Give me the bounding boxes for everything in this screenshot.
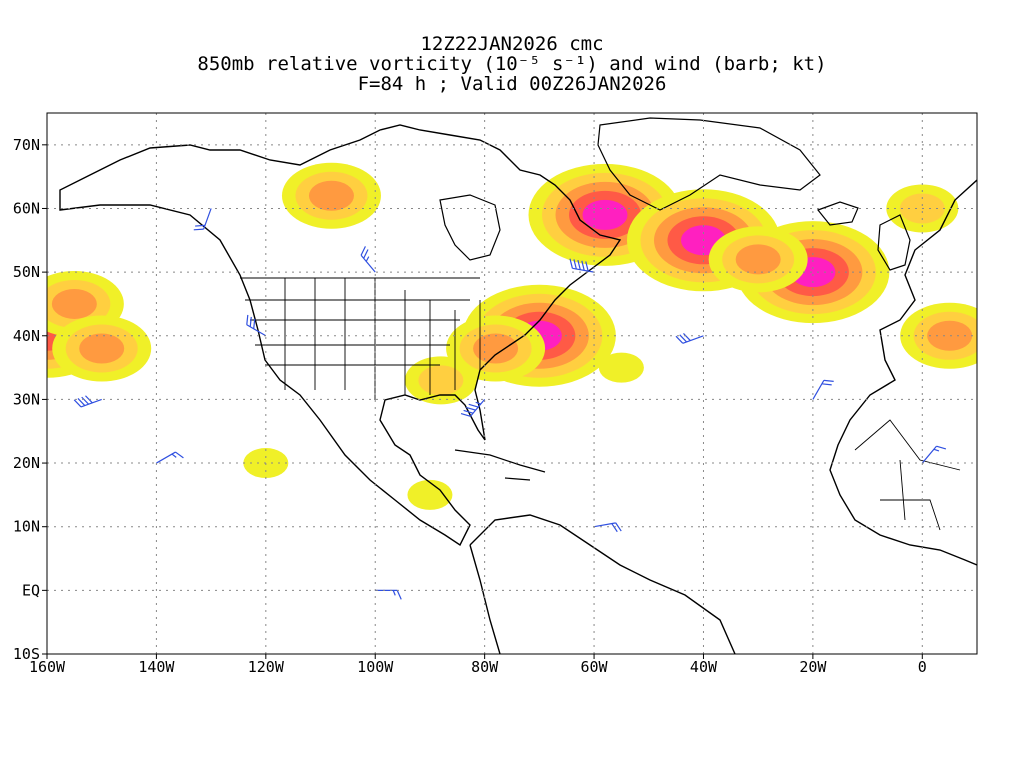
lat-tick-label-3: 40N (13, 327, 40, 345)
vorticity-contour-7-5 (582, 199, 628, 230)
lon-tick-label-0: 160W (29, 658, 66, 676)
wind-barb-3 (360, 246, 376, 273)
vorticity-contour-5-3 (473, 333, 519, 364)
wind-barb-7 (812, 379, 834, 400)
title-line-3: F=84 h ; Valid 00Z26JAN2026 (357, 73, 667, 95)
title-line-1: 12Z22JAN2026 cmc (420, 33, 604, 55)
wind-barb-0 (73, 395, 102, 408)
coastline-layer (59, 117, 977, 654)
iceland-coastline (817, 201, 859, 226)
wind-barb-10 (193, 208, 212, 231)
hudson-bay-coastline (439, 194, 501, 261)
plot-area (47, 113, 977, 654)
lon-tick-label-1: 140W (138, 658, 175, 676)
vorticity-contour-15-1 (407, 479, 453, 510)
lon-tick-label-8: 0 (918, 658, 927, 676)
vorticity-contour-3-3 (308, 180, 354, 211)
lat-tick-label-5: 20N (13, 454, 40, 472)
vorticity-contour-1-3 (51, 288, 97, 319)
lon-tick-label-2: 120W (248, 658, 285, 676)
wind-barb-1 (156, 451, 184, 464)
lat-tick-label-0: 70N (13, 136, 40, 154)
vorticity-contour-6-2 (418, 365, 464, 396)
vorticity-contour-14-1 (598, 352, 644, 383)
vorticity-contour-11-3 (927, 320, 973, 351)
north-america-coastline (59, 124, 622, 547)
greenland-coastline (597, 117, 821, 211)
wind-barb-2 (246, 314, 267, 337)
vorticity-contour-2-3 (79, 333, 125, 364)
vorticity-layer (47, 162, 977, 510)
wind-barb-6 (675, 333, 704, 344)
wind-barb-11 (921, 445, 947, 464)
lat-tick-label-4: 30N (13, 390, 40, 408)
wind-barb-9 (375, 589, 402, 600)
europe-africa-coastline (829, 179, 977, 566)
lat-tick-label-8: 10S (13, 645, 40, 663)
wind-barb-layer (73, 208, 947, 600)
lat-tick-label-7: EQ (22, 581, 40, 599)
british-isles-coastline (877, 214, 911, 271)
wind-barb-4 (460, 399, 486, 417)
lon-tick-label-3: 100W (357, 658, 394, 676)
wind-barb-5 (569, 258, 595, 273)
lon-tick-label-7: 20W (799, 658, 827, 676)
south-america-coastline (469, 514, 736, 654)
caribbean-coastline (454, 449, 546, 481)
vorticity-contour-10-3 (735, 244, 781, 275)
lon-tick-label-5: 60W (581, 658, 609, 676)
title-line-2: 850mb relative vorticity (10⁻⁵ s⁻¹) and … (197, 53, 827, 75)
wind-barb-8 (593, 522, 622, 533)
lat-tick-label-6: 10N (13, 518, 40, 536)
africa-borders (854, 419, 961, 531)
axes: 160W 140W 120W 100W 80W 60W 40W 20W 0 70N 60N 50N 40… (13, 136, 927, 676)
plot-frame (46, 112, 978, 655)
lat-tick-label-1: 60N (13, 199, 40, 217)
lon-tick-label-6: 40W (690, 658, 718, 676)
chart-title-block: 12Z22JAN2026 cmc 850mb relative vorticit… (0, 34, 1024, 94)
lat-tick-label-2: 50N (13, 263, 40, 281)
lon-tick-label-4: 80W (471, 658, 499, 676)
